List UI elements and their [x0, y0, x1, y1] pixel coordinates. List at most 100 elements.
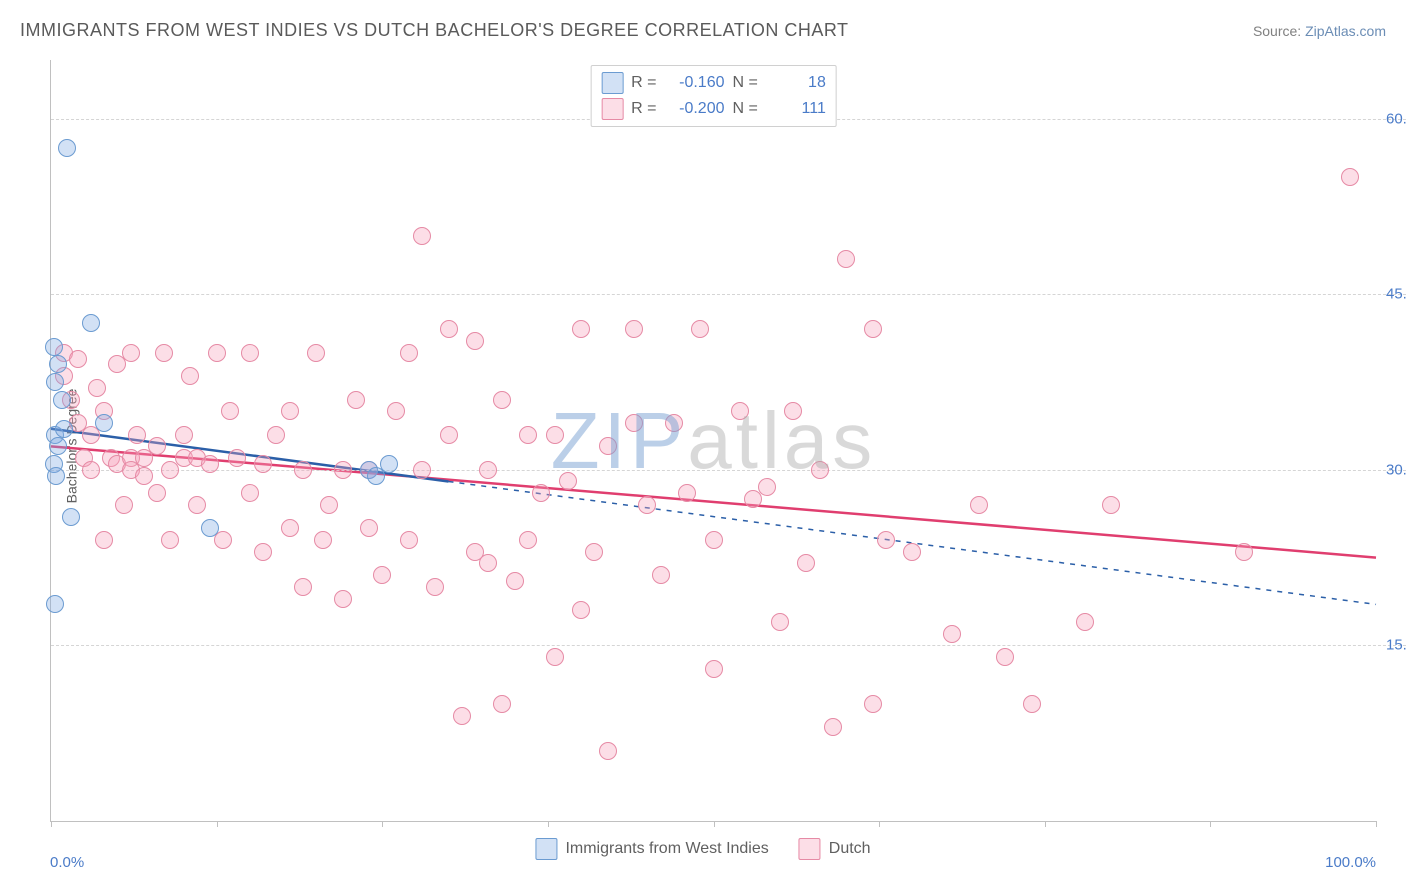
series-legend: Immigrants from West Indies Dutch: [535, 838, 870, 860]
n-value-2: 111: [766, 100, 826, 118]
x-tick: [1045, 821, 1046, 827]
chart-header: IMMIGRANTS FROM WEST INDIES VS DUTCH BAC…: [20, 20, 1386, 41]
scatter-point: [53, 391, 71, 409]
scatter-point: [155, 344, 173, 362]
scatter-point: [466, 332, 484, 350]
scatter-point: [996, 648, 1014, 666]
scatter-point: [572, 601, 590, 619]
chart-title: IMMIGRANTS FROM WEST INDIES VS DUTCH BAC…: [20, 20, 849, 41]
scatter-point: [797, 554, 815, 572]
scatter-point: [334, 590, 352, 608]
scatter-point: [208, 344, 226, 362]
legend-label-1: Immigrants from West Indies: [565, 840, 768, 858]
source-prefix: Source:: [1253, 23, 1305, 39]
scatter-point: [49, 355, 67, 373]
scatter-point: [254, 455, 272, 473]
scatter-point: [228, 449, 246, 467]
scatter-point: [115, 496, 133, 514]
scatter-point: [49, 437, 67, 455]
scatter-point: [294, 461, 312, 479]
x-tick: [51, 821, 52, 827]
scatter-point: [148, 484, 166, 502]
scatter-point: [678, 484, 696, 502]
scatter-point: [46, 595, 64, 613]
scatter-point: [267, 426, 285, 444]
scatter-point: [837, 250, 855, 268]
x-max-label: 100.0%: [1325, 854, 1376, 871]
scatter-point: [493, 695, 511, 713]
n-value-1: 18: [766, 74, 826, 92]
r-value-1: -0.160: [665, 74, 725, 92]
scatter-point: [88, 379, 106, 397]
x-tick: [548, 821, 549, 827]
scatter-point: [625, 414, 643, 432]
scatter-point: [175, 426, 193, 444]
scatter-chart: ZIPatlas R = -0.160 N = 18 R = -0.200 N …: [50, 60, 1376, 822]
y-tick-label: 60.0%: [1386, 110, 1406, 127]
scatter-point: [426, 578, 444, 596]
scatter-point: [307, 344, 325, 362]
scatter-point: [161, 531, 179, 549]
scatter-point: [400, 344, 418, 362]
scatter-point: [864, 695, 882, 713]
scatter-point: [599, 437, 617, 455]
source-link[interactable]: ZipAtlas.com: [1305, 23, 1386, 39]
scatter-point: [201, 519, 219, 537]
scatter-point: [380, 455, 398, 473]
scatter-point: [519, 426, 537, 444]
scatter-point: [691, 320, 709, 338]
scatter-point: [1076, 613, 1094, 631]
scatter-point: [135, 467, 153, 485]
scatter-point: [519, 531, 537, 549]
scatter-point: [69, 350, 87, 368]
correlation-legend: R = -0.160 N = 18 R = -0.200 N = 111: [590, 65, 837, 127]
scatter-point: [652, 566, 670, 584]
scatter-point: [546, 648, 564, 666]
r-label: R =: [631, 100, 656, 118]
scatter-point: [625, 320, 643, 338]
scatter-point: [784, 402, 802, 420]
scatter-point: [181, 367, 199, 385]
scatter-point: [506, 572, 524, 590]
scatter-point: [1235, 543, 1253, 561]
scatter-point: [58, 139, 76, 157]
scatter-point: [55, 420, 73, 438]
x-tick: [217, 821, 218, 827]
scatter-point: [811, 461, 829, 479]
swatch-series2: [601, 98, 623, 120]
trend-lines: [51, 60, 1376, 821]
scatter-point: [824, 718, 842, 736]
gridline: [51, 470, 1406, 471]
scatter-point: [241, 344, 259, 362]
scatter-point: [241, 484, 259, 502]
scatter-point: [294, 578, 312, 596]
scatter-point: [400, 531, 418, 549]
y-tick-label: 30.0%: [1386, 461, 1406, 478]
scatter-point: [281, 402, 299, 420]
scatter-point: [479, 461, 497, 479]
scatter-point: [281, 519, 299, 537]
scatter-point: [1102, 496, 1120, 514]
scatter-point: [122, 344, 140, 362]
scatter-point: [254, 543, 272, 561]
scatter-point: [47, 467, 65, 485]
scatter-point: [546, 426, 564, 444]
legend-swatch-2: [799, 838, 821, 860]
n-label: N =: [733, 100, 758, 118]
scatter-point: [373, 566, 391, 584]
scatter-point: [479, 554, 497, 572]
legend-item-series1: Immigrants from West Indies: [535, 838, 768, 860]
y-tick-label: 45.0%: [1386, 286, 1406, 303]
scatter-point: [62, 508, 80, 526]
scatter-point: [95, 414, 113, 432]
scatter-point: [82, 461, 100, 479]
scatter-point: [731, 402, 749, 420]
scatter-point: [45, 338, 63, 356]
gridline: [51, 294, 1406, 295]
x-min-label: 0.0%: [50, 854, 84, 871]
scatter-point: [221, 402, 239, 420]
r-label: R =: [631, 74, 656, 92]
scatter-point: [864, 320, 882, 338]
scatter-point: [188, 496, 206, 514]
legend-row-series2: R = -0.200 N = 111: [601, 96, 826, 122]
